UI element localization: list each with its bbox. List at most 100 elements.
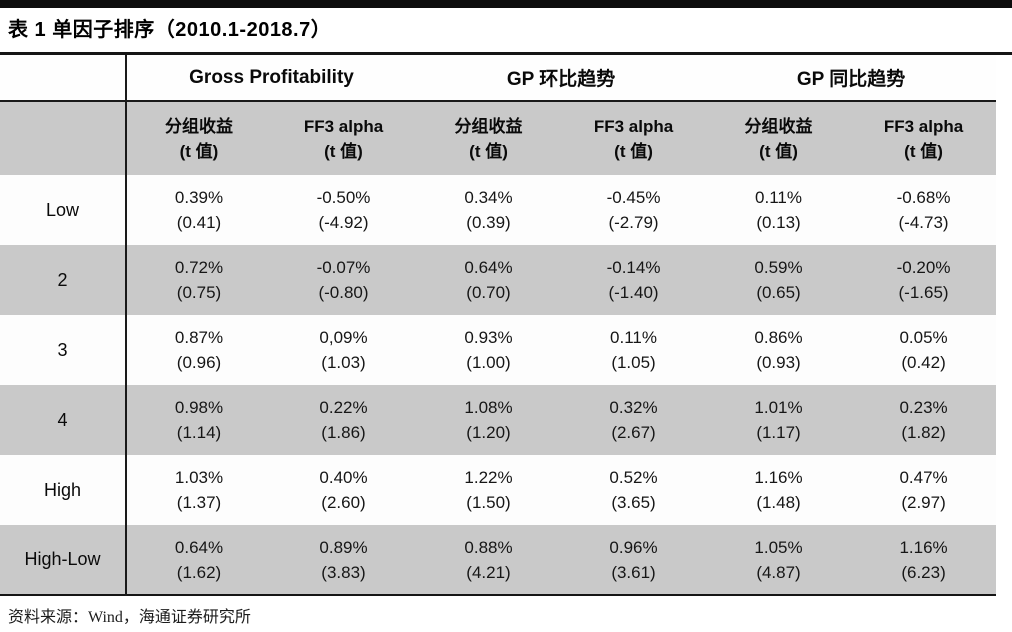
cell-return-value: 1.05%: [754, 537, 803, 557]
cell-t-value: (1.62): [176, 562, 222, 582]
cell-t-value: (1.17): [756, 423, 801, 442]
cell-return-value: 0.39%: [174, 188, 224, 207]
cell-return-value: 0.22%: [319, 398, 368, 417]
data-cell: 1.08% (1.20): [416, 385, 561, 455]
cell-t-value: (-4.73): [898, 213, 949, 232]
data-cell: 0.72% (0.75): [126, 245, 271, 315]
data-cell: 0.23% (1.82): [851, 385, 996, 455]
title-underline: [0, 52, 1012, 55]
subheader-line1: FF3 alpha: [303, 116, 384, 136]
cell-t-value: (1.20): [466, 423, 511, 442]
cell-return-value: 0.40%: [319, 468, 368, 487]
data-cell: 1.05% (4.87): [706, 525, 851, 595]
source-note: 资料来源：Wind，海通证券研究所: [8, 609, 251, 626]
row-label: 3: [0, 315, 127, 385]
data-cell: 1.01% (1.17): [706, 385, 851, 455]
cell-t-value: (3.65): [611, 493, 656, 512]
data-cell: 0.86% (0.93): [706, 315, 851, 385]
subheader-line2: (t 值): [179, 141, 219, 161]
data-cell: -0.20% (-1.65): [851, 245, 996, 315]
table-title: 表 1 单因子排序（2010.1-2018.7）: [8, 19, 332, 41]
cell-return-value: -0.50%: [316, 188, 371, 207]
cell-t-value: (1.14): [176, 423, 222, 442]
table-row: 4 0.98% (1.14) 0.22% (1.86) 1.08% (1.20) 0.32% (…: [0, 385, 997, 455]
subheader-line2: (t 值): [324, 141, 363, 161]
cell-t-value: (0.41): [176, 213, 222, 232]
cell-return-value: 0.59%: [754, 258, 803, 277]
cell-t-value: (2.97): [901, 493, 946, 512]
row-label: 4: [0, 385, 127, 455]
top-divider-bar: [0, 0, 1012, 8]
cell-return-value: -0.20%: [896, 258, 951, 277]
subheader-group-return: 分组收益 (t 值): [416, 101, 561, 175]
subheader-line2: (t 值): [469, 141, 508, 161]
data-cell: 0.98% (1.14): [126, 385, 271, 455]
cell-return-value: 0.52%: [609, 468, 658, 487]
subheader-group-return: 分组收益 (t 值): [126, 101, 271, 175]
cell-return-value: 1.08%: [464, 398, 513, 417]
cell-return-value: 0.98%: [174, 398, 224, 417]
cell-return-value: 1.16%: [899, 537, 948, 557]
cell-t-value: (0.96): [176, 353, 222, 372]
cell-t-value: (1.03): [321, 353, 366, 372]
cell-return-value: 0.32%: [609, 398, 658, 417]
cell-return-value: 0.34%: [464, 188, 513, 207]
data-cell: 0.89% (3.83): [271, 525, 416, 595]
row-label: Low: [0, 175, 127, 245]
cell-t-value: (6.23): [901, 562, 946, 582]
cell-return-value: 0.88%: [464, 537, 513, 557]
cell-return-value: -0.45%: [606, 188, 661, 207]
cell-return-value: -0.14%: [606, 258, 661, 277]
subheader-line2: (t 值): [614, 141, 653, 161]
row-label: High: [0, 455, 127, 525]
data-cell: 0.32% (2.67): [561, 385, 706, 455]
subheader-group-return: 分组收益 (t 值): [706, 101, 851, 175]
cell-return-value: 0,09%: [319, 328, 368, 347]
group-header-gp-mom-trend: GP 环比趋势: [416, 55, 707, 102]
cell-t-value: (-4.92): [318, 213, 369, 232]
cell-t-value: (3.61): [611, 562, 656, 582]
data-cell: 0.22% (1.86): [271, 385, 416, 455]
cell-t-value: (3.83): [321, 562, 366, 582]
row-label: High-Low: [0, 525, 127, 595]
cell-return-value: 0.87%: [174, 328, 224, 347]
subheader-line1: 分组收益: [165, 116, 233, 136]
data-cell: 0.39% (0.41): [126, 175, 271, 245]
subheader-line1: 分组收益: [454, 116, 523, 136]
cell-return-value: 1.01%: [754, 398, 803, 417]
cell-t-value: (0.13): [756, 213, 801, 232]
data-cell: 1.16% (1.48): [706, 455, 851, 525]
data-cell: 0.88% (4.21): [416, 525, 561, 595]
subheader-ff3-alpha: FF3 alpha (t 值): [271, 101, 416, 175]
cell-return-value: 0.64%: [464, 258, 513, 277]
cell-t-value: (0.75): [176, 283, 222, 302]
cell-t-value: (1.00): [466, 353, 511, 372]
data-cell: -0.07% (-0.80): [271, 245, 416, 315]
cell-return-value: 0.96%: [609, 537, 658, 557]
cell-t-value: (-2.79): [608, 213, 659, 232]
cell-return-value: 1.16%: [754, 468, 803, 487]
cell-return-value: 0.86%: [754, 328, 803, 347]
table-row: High-Low 0.64% (1.62) 0.89% (3.83) 0.88% (4.21…: [0, 525, 997, 595]
subheader-row: 分组收益 (t 值) FF3 alpha (t 值) 分组收益 (t 值) FF…: [0, 101, 997, 175]
cell-t-value: (1.05): [611, 353, 656, 372]
data-cell: 0.47% (2.97): [851, 455, 996, 525]
cell-t-value: (-0.80): [318, 283, 369, 302]
subheader-line2: (t 值): [904, 141, 943, 161]
data-cell: 1.22% (1.50): [416, 455, 561, 525]
table-row: High 1.03% (1.37) 0.40% (2.60) 1.22% (1.50) 0.5…: [0, 455, 997, 525]
cell-t-value: (4.21): [466, 562, 511, 582]
cell-t-value: (0.70): [466, 283, 511, 302]
cell-t-value: (0.42): [901, 353, 946, 372]
data-cell: 0.87% (0.96): [126, 315, 271, 385]
group-header-row: Gross Profitability GP 环比趋势 GP 同比趋势: [0, 55, 997, 102]
cell-t-value: (2.67): [611, 423, 656, 442]
subheader-line1: FF3 alpha: [883, 116, 964, 136]
subheader-ff3-alpha: FF3 alpha (t 值): [851, 101, 996, 175]
corner-cell: [0, 55, 127, 102]
cell-return-value: 1.22%: [464, 468, 513, 487]
cell-return-value: -0.68%: [896, 188, 951, 207]
cell-t-value: (0.39): [466, 213, 511, 232]
data-cell: 0,09% (1.03): [271, 315, 416, 385]
